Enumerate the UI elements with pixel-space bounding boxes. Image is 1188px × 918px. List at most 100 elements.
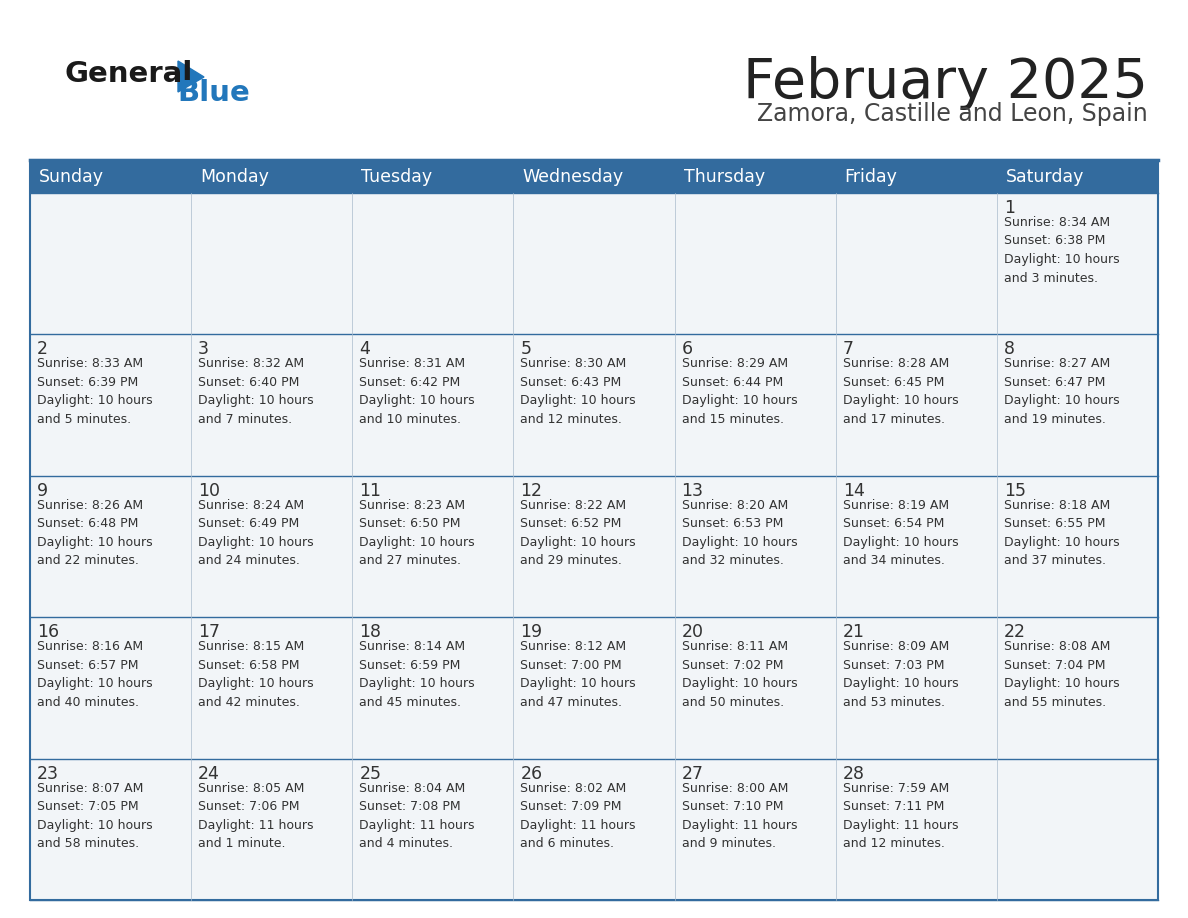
- Bar: [513, 617, 675, 758]
- Text: Sunrise: 8:12 AM
Sunset: 7:00 PM
Daylight: 10 hours
and 47 minutes.: Sunrise: 8:12 AM Sunset: 7:00 PM Dayligh…: [520, 640, 636, 709]
- Text: General: General: [65, 60, 194, 88]
- Text: Sunrise: 8:30 AM
Sunset: 6:43 PM
Daylight: 10 hours
and 12 minutes.: Sunrise: 8:30 AM Sunset: 6:43 PM Dayligh…: [520, 357, 636, 426]
- Bar: [191, 617, 353, 758]
- Bar: [675, 617, 835, 758]
- Text: Sunrise: 8:23 AM
Sunset: 6:50 PM
Daylight: 10 hours
and 27 minutes.: Sunrise: 8:23 AM Sunset: 6:50 PM Dayligh…: [359, 498, 475, 567]
- Text: Sunrise: 8:27 AM
Sunset: 6:47 PM
Daylight: 10 hours
and 19 minutes.: Sunrise: 8:27 AM Sunset: 6:47 PM Dayligh…: [1004, 357, 1119, 426]
- Bar: [353, 617, 513, 758]
- Bar: [353, 334, 513, 476]
- Text: Sunrise: 8:08 AM
Sunset: 7:04 PM
Daylight: 10 hours
and 55 minutes.: Sunrise: 8:08 AM Sunset: 7:04 PM Dayligh…: [1004, 640, 1119, 709]
- Text: Sunrise: 8:18 AM
Sunset: 6:55 PM
Daylight: 10 hours
and 37 minutes.: Sunrise: 8:18 AM Sunset: 6:55 PM Dayligh…: [1004, 498, 1119, 567]
- Text: 20: 20: [682, 623, 703, 641]
- Text: 27: 27: [682, 765, 703, 783]
- Bar: [997, 758, 1158, 900]
- Bar: [353, 476, 513, 617]
- Bar: [513, 334, 675, 476]
- Bar: [30, 334, 191, 476]
- Text: Sunrise: 8:28 AM
Sunset: 6:45 PM
Daylight: 10 hours
and 17 minutes.: Sunrise: 8:28 AM Sunset: 6:45 PM Dayligh…: [842, 357, 959, 426]
- Bar: [191, 476, 353, 617]
- Bar: [30, 758, 191, 900]
- Text: Sunrise: 8:14 AM
Sunset: 6:59 PM
Daylight: 10 hours
and 45 minutes.: Sunrise: 8:14 AM Sunset: 6:59 PM Dayligh…: [359, 640, 475, 709]
- Text: 21: 21: [842, 623, 865, 641]
- Text: 15: 15: [1004, 482, 1026, 499]
- Text: Sunrise: 8:09 AM
Sunset: 7:03 PM
Daylight: 10 hours
and 53 minutes.: Sunrise: 8:09 AM Sunset: 7:03 PM Dayligh…: [842, 640, 959, 709]
- Text: Sunrise: 8:22 AM
Sunset: 6:52 PM
Daylight: 10 hours
and 29 minutes.: Sunrise: 8:22 AM Sunset: 6:52 PM Dayligh…: [520, 498, 636, 567]
- Text: 14: 14: [842, 482, 865, 499]
- Text: 28: 28: [842, 765, 865, 783]
- Text: 13: 13: [682, 482, 703, 499]
- Bar: [835, 334, 997, 476]
- Bar: [513, 476, 675, 617]
- Bar: [835, 193, 997, 334]
- Text: Sunrise: 8:26 AM
Sunset: 6:48 PM
Daylight: 10 hours
and 22 minutes.: Sunrise: 8:26 AM Sunset: 6:48 PM Dayligh…: [37, 498, 152, 567]
- Text: Sunrise: 8:00 AM
Sunset: 7:10 PM
Daylight: 11 hours
and 9 minutes.: Sunrise: 8:00 AM Sunset: 7:10 PM Dayligh…: [682, 781, 797, 850]
- Bar: [513, 193, 675, 334]
- Text: 26: 26: [520, 765, 543, 783]
- Bar: [513, 758, 675, 900]
- Text: Tuesday: Tuesday: [361, 167, 432, 185]
- Bar: [997, 193, 1158, 334]
- Bar: [30, 476, 191, 617]
- Text: Sunrise: 8:15 AM
Sunset: 6:58 PM
Daylight: 10 hours
and 42 minutes.: Sunrise: 8:15 AM Sunset: 6:58 PM Dayligh…: [198, 640, 314, 709]
- Text: Sunrise: 8:29 AM
Sunset: 6:44 PM
Daylight: 10 hours
and 15 minutes.: Sunrise: 8:29 AM Sunset: 6:44 PM Dayligh…: [682, 357, 797, 426]
- Bar: [835, 476, 997, 617]
- Text: 22: 22: [1004, 623, 1026, 641]
- Bar: [997, 334, 1158, 476]
- Text: 9: 9: [37, 482, 49, 499]
- Text: Sunrise: 8:24 AM
Sunset: 6:49 PM
Daylight: 10 hours
and 24 minutes.: Sunrise: 8:24 AM Sunset: 6:49 PM Dayligh…: [198, 498, 314, 567]
- Bar: [30, 160, 1158, 193]
- Text: 24: 24: [198, 765, 220, 783]
- Bar: [353, 193, 513, 334]
- Text: 16: 16: [37, 623, 59, 641]
- Text: 5: 5: [520, 341, 531, 358]
- Text: Zamora, Castille and Leon, Spain: Zamora, Castille and Leon, Spain: [757, 102, 1148, 126]
- Bar: [675, 476, 835, 617]
- Text: Sunrise: 8:11 AM
Sunset: 7:02 PM
Daylight: 10 hours
and 50 minutes.: Sunrise: 8:11 AM Sunset: 7:02 PM Dayligh…: [682, 640, 797, 709]
- Text: Sunrise: 8:20 AM
Sunset: 6:53 PM
Daylight: 10 hours
and 32 minutes.: Sunrise: 8:20 AM Sunset: 6:53 PM Dayligh…: [682, 498, 797, 567]
- Text: Friday: Friday: [845, 167, 898, 185]
- Text: 4: 4: [359, 341, 371, 358]
- Text: February 2025: February 2025: [742, 56, 1148, 110]
- Text: Monday: Monday: [200, 167, 268, 185]
- Text: Blue: Blue: [177, 79, 249, 107]
- Text: Sunrise: 8:32 AM
Sunset: 6:40 PM
Daylight: 10 hours
and 7 minutes.: Sunrise: 8:32 AM Sunset: 6:40 PM Dayligh…: [198, 357, 314, 426]
- Bar: [835, 758, 997, 900]
- Text: Thursday: Thursday: [683, 167, 765, 185]
- Bar: [997, 476, 1158, 617]
- Text: Sunrise: 7:59 AM
Sunset: 7:11 PM
Daylight: 11 hours
and 12 minutes.: Sunrise: 7:59 AM Sunset: 7:11 PM Dayligh…: [842, 781, 959, 850]
- Text: 18: 18: [359, 623, 381, 641]
- Text: Sunrise: 8:16 AM
Sunset: 6:57 PM
Daylight: 10 hours
and 40 minutes.: Sunrise: 8:16 AM Sunset: 6:57 PM Dayligh…: [37, 640, 152, 709]
- Text: Sunrise: 8:33 AM
Sunset: 6:39 PM
Daylight: 10 hours
and 5 minutes.: Sunrise: 8:33 AM Sunset: 6:39 PM Dayligh…: [37, 357, 152, 426]
- Bar: [675, 193, 835, 334]
- Text: 2: 2: [37, 341, 48, 358]
- Text: Sunrise: 8:31 AM
Sunset: 6:42 PM
Daylight: 10 hours
and 10 minutes.: Sunrise: 8:31 AM Sunset: 6:42 PM Dayligh…: [359, 357, 475, 426]
- Text: 7: 7: [842, 341, 854, 358]
- Bar: [675, 758, 835, 900]
- Bar: [191, 334, 353, 476]
- Text: Sunrise: 8:05 AM
Sunset: 7:06 PM
Daylight: 11 hours
and 1 minute.: Sunrise: 8:05 AM Sunset: 7:06 PM Dayligh…: [198, 781, 314, 850]
- Text: Sunrise: 8:07 AM
Sunset: 7:05 PM
Daylight: 10 hours
and 58 minutes.: Sunrise: 8:07 AM Sunset: 7:05 PM Dayligh…: [37, 781, 152, 850]
- Text: Sunrise: 8:19 AM
Sunset: 6:54 PM
Daylight: 10 hours
and 34 minutes.: Sunrise: 8:19 AM Sunset: 6:54 PM Dayligh…: [842, 498, 959, 567]
- Bar: [30, 160, 1158, 900]
- Text: Wednesday: Wednesday: [523, 167, 624, 185]
- Text: 11: 11: [359, 482, 381, 499]
- Text: Saturday: Saturday: [1006, 167, 1085, 185]
- Bar: [30, 193, 191, 334]
- Text: Sunrise: 8:04 AM
Sunset: 7:08 PM
Daylight: 11 hours
and 4 minutes.: Sunrise: 8:04 AM Sunset: 7:08 PM Dayligh…: [359, 781, 475, 850]
- Bar: [997, 617, 1158, 758]
- Bar: [835, 617, 997, 758]
- Text: 10: 10: [198, 482, 220, 499]
- Text: 19: 19: [520, 623, 543, 641]
- Text: 25: 25: [359, 765, 381, 783]
- Text: 23: 23: [37, 765, 59, 783]
- Text: Sunday: Sunday: [39, 167, 105, 185]
- Text: 12: 12: [520, 482, 543, 499]
- Text: 6: 6: [682, 341, 693, 358]
- Bar: [191, 758, 353, 900]
- Text: 8: 8: [1004, 341, 1015, 358]
- Bar: [675, 334, 835, 476]
- Text: 17: 17: [198, 623, 220, 641]
- Polygon shape: [178, 61, 204, 92]
- Bar: [191, 193, 353, 334]
- Bar: [30, 617, 191, 758]
